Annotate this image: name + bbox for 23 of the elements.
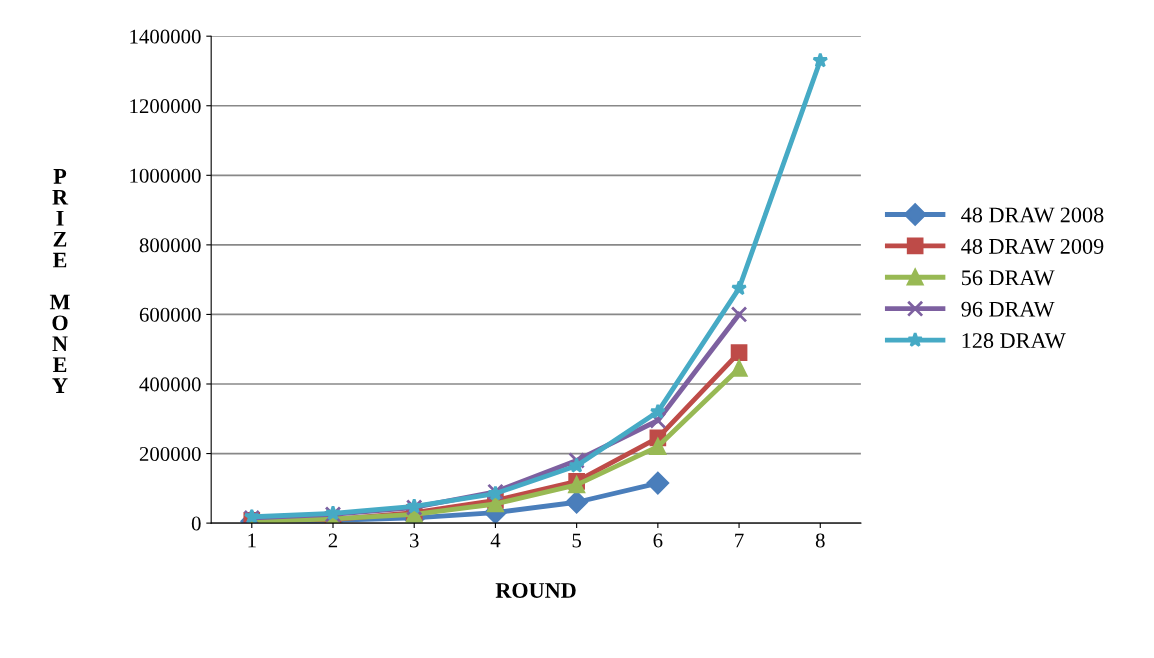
y-tick-label: 1200000: [130, 99, 201, 114]
x-tick-label: 8: [815, 533, 825, 548]
y-tick-label: 1000000: [130, 168, 201, 183]
x-tick-label: 1: [248, 533, 256, 548]
y-tick-label: 0: [191, 516, 201, 531]
x-tick-label: 6: [653, 533, 663, 548]
text: P R I Z E M O N E Y: [49, 169, 70, 393]
legend-label: 48 DRAW 2008: [961, 207, 1104, 223]
y-tick-label: 800000: [139, 238, 201, 253]
x-tick-label: 3: [410, 533, 419, 548]
x-tick-label: 5: [572, 533, 582, 548]
legend-label: 96 DRAW: [961, 301, 1055, 317]
y-tick-label: 1400000: [130, 29, 201, 44]
legend-label: 56 DRAW: [962, 270, 1055, 286]
legend-label: 48 DRAW 2009: [961, 238, 1104, 254]
legend-label: 128 DRAW: [962, 333, 1066, 349]
x-axis-title: ROUND: [495, 582, 576, 598]
x-tick-label: 2: [328, 533, 338, 548]
y-tick-label: 200000: [139, 446, 201, 461]
x-tick-label: 4: [490, 533, 501, 548]
x-tick-label: 7: [735, 533, 744, 548]
y-tick-label: 600000: [139, 307, 201, 322]
y-tick-label: 400000: [139, 377, 201, 392]
